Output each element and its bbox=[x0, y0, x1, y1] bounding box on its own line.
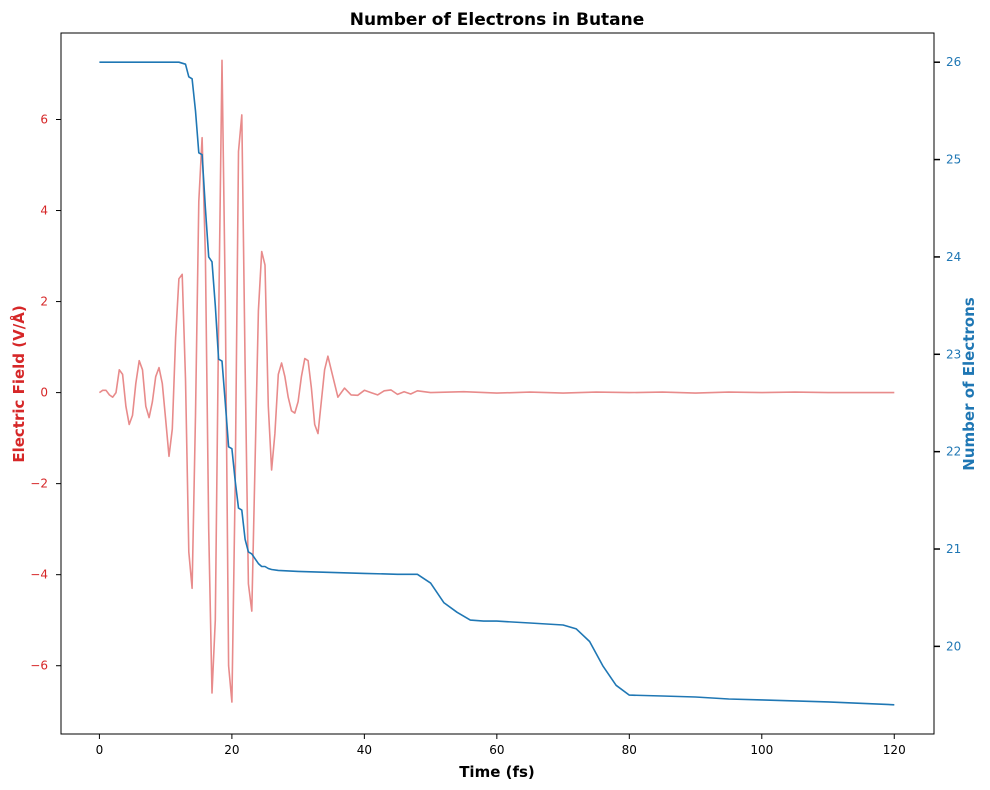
y-left-tick-label: 2 bbox=[40, 295, 48, 309]
series-line-electrons bbox=[99, 61, 895, 706]
y-left-tick-label: −6 bbox=[30, 659, 48, 673]
y-axis-right-label: Number of Electrons bbox=[960, 297, 978, 470]
x-tick-label: 40 bbox=[357, 743, 372, 757]
x-tick-label: 0 bbox=[96, 743, 104, 757]
y-left-tick-label: −2 bbox=[30, 477, 48, 491]
x-tick-label: 120 bbox=[883, 743, 906, 757]
series-line-electric-field bbox=[98, 59, 895, 703]
y-right-tick-label: 21 bbox=[946, 542, 961, 556]
y-left-tick-label: −4 bbox=[30, 568, 48, 582]
y-right-tick-label: 20 bbox=[946, 639, 961, 653]
y-right-tick-label: 25 bbox=[946, 153, 961, 167]
x-tick-label: 100 bbox=[750, 743, 773, 757]
x-tick-label: 80 bbox=[622, 743, 637, 757]
x-tick-label: 60 bbox=[489, 743, 504, 757]
y-right-tick-label: 24 bbox=[946, 250, 961, 264]
plot-frame bbox=[60, 32, 935, 735]
y-axis-left-label: Electric Field (V/Å) bbox=[9, 305, 28, 462]
y-right-tick-label: 23 bbox=[946, 347, 961, 361]
y-right-tick-label: 22 bbox=[946, 445, 961, 459]
y-left-tick-label: 6 bbox=[40, 112, 48, 126]
y-right-tick-label: 26 bbox=[946, 55, 961, 69]
chart-title: Number of Electrons in Butane bbox=[350, 10, 645, 30]
y-left-tick-label: 4 bbox=[40, 204, 48, 218]
x-tick-label: 20 bbox=[224, 743, 239, 757]
x-axis-label: Time (fs) bbox=[459, 763, 535, 781]
y-left-tick-label: 0 bbox=[40, 386, 48, 400]
